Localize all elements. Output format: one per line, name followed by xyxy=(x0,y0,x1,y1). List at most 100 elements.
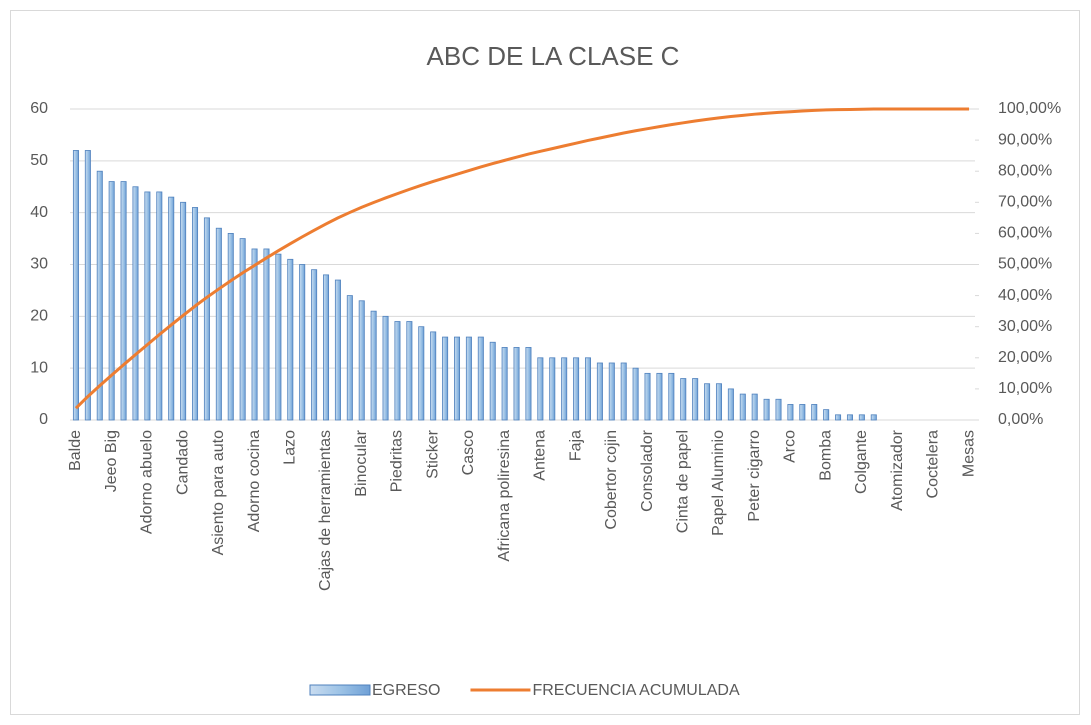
bar xyxy=(799,404,806,421)
bar xyxy=(751,393,758,421)
x-tick-label: Coctelera xyxy=(925,430,942,499)
bar xyxy=(727,388,734,421)
bar xyxy=(608,362,615,421)
bar xyxy=(775,398,782,421)
x-tick-label: Colgante xyxy=(853,430,870,494)
bar xyxy=(120,181,127,421)
x-tick-label: Lazo xyxy=(282,430,299,465)
bar xyxy=(584,357,591,421)
x-tick-label: Antena xyxy=(532,430,549,481)
bar xyxy=(668,372,675,421)
bar xyxy=(537,357,544,421)
y2-tick-label: 40,00% xyxy=(998,287,1052,304)
x-tick-label: Adorno abuelo xyxy=(139,430,156,534)
bar xyxy=(96,170,103,421)
x-tick-label: Binocular xyxy=(353,429,370,496)
x-tick-label: Cobertor cojin xyxy=(603,430,620,530)
x-tick-label: Balde xyxy=(67,430,84,471)
y2-tick-label: 20,00% xyxy=(998,349,1052,366)
x-tick-label: Casco xyxy=(460,430,477,475)
bar xyxy=(72,150,79,421)
y-tick-label: 40 xyxy=(30,204,48,221)
bar xyxy=(870,414,877,421)
bar xyxy=(382,315,389,421)
bar xyxy=(632,367,639,421)
bar xyxy=(299,264,306,421)
bar xyxy=(108,181,115,421)
bar xyxy=(787,404,794,421)
bar xyxy=(477,336,484,421)
legend-swatch xyxy=(309,684,371,696)
bar xyxy=(323,274,330,421)
y-tick-label: 20 xyxy=(30,308,48,325)
x-tick-label: Asiento para auto xyxy=(210,430,227,556)
bar xyxy=(704,383,711,421)
bar xyxy=(263,248,270,421)
line xyxy=(74,107,970,410)
x-tick-label: Jeeo Big xyxy=(103,430,120,492)
bar xyxy=(620,362,627,421)
x-tick-label: Peter cigarro xyxy=(746,430,763,522)
x-tick-label: Mesas xyxy=(960,430,977,477)
x-tick-label: Piedritas xyxy=(389,430,406,492)
y-tick-label: 50 xyxy=(30,152,48,169)
bar xyxy=(215,227,222,421)
y2-tick-label: 30,00% xyxy=(998,318,1052,335)
bar xyxy=(739,393,746,421)
bar xyxy=(144,191,151,421)
bar xyxy=(513,347,520,421)
bar xyxy=(180,201,187,421)
y2-tick-label: 0,00% xyxy=(998,411,1043,428)
bar xyxy=(84,150,91,421)
x-tick-label: Cinta de papel xyxy=(674,430,691,533)
bar xyxy=(644,372,651,421)
bar xyxy=(192,207,199,421)
bar xyxy=(823,409,830,421)
chart-title: ABC DE LA CLASE C xyxy=(427,41,680,71)
x-tick-label: Arco xyxy=(782,430,799,463)
x-tick-label: Faja xyxy=(567,430,584,461)
y-tick-label: 30 xyxy=(30,256,48,273)
bar xyxy=(680,378,687,421)
bar xyxy=(763,398,770,421)
x-tick-label: Sticker xyxy=(424,429,441,479)
bar xyxy=(239,238,246,421)
bar xyxy=(132,186,139,421)
bar xyxy=(168,196,175,421)
y2-tick-label: 10,00% xyxy=(998,380,1052,397)
y2-tick-label: 70,00% xyxy=(998,194,1052,211)
y-tick-label: 0 xyxy=(39,411,48,428)
x-tick-label: Adorno cocina xyxy=(246,430,263,532)
x-tick-label: Bomba xyxy=(817,430,834,481)
bar xyxy=(561,357,568,421)
bar xyxy=(203,217,210,421)
x-tick-label: Candado xyxy=(174,430,191,495)
x-tick-label: Atomizador xyxy=(889,429,906,511)
bar xyxy=(465,336,472,421)
legend-label: FRECUENCIA ACUMULADA xyxy=(532,682,739,699)
bar xyxy=(251,248,258,421)
legend-label: EGRESO xyxy=(372,682,440,699)
bar xyxy=(430,331,437,421)
bar xyxy=(275,253,282,421)
x-tick-label: Consolador xyxy=(639,429,656,512)
bar xyxy=(858,414,865,421)
bar xyxy=(334,279,341,421)
bar xyxy=(525,347,532,421)
y-tick-label: 10 xyxy=(30,359,48,376)
bar xyxy=(549,357,556,421)
bar xyxy=(573,357,580,421)
bar xyxy=(454,336,461,421)
bar xyxy=(489,341,496,421)
bar xyxy=(501,347,508,421)
bar xyxy=(394,321,401,421)
bar xyxy=(227,232,234,421)
x-tick-label: Africana poliresina xyxy=(496,430,513,562)
bar xyxy=(846,414,853,421)
bar xyxy=(835,414,842,421)
y2-tick-label: 60,00% xyxy=(998,225,1052,242)
bar xyxy=(656,372,663,421)
bar xyxy=(358,300,365,421)
x-tick-label: Cajas de herramientas xyxy=(317,430,334,591)
bar xyxy=(418,326,425,421)
